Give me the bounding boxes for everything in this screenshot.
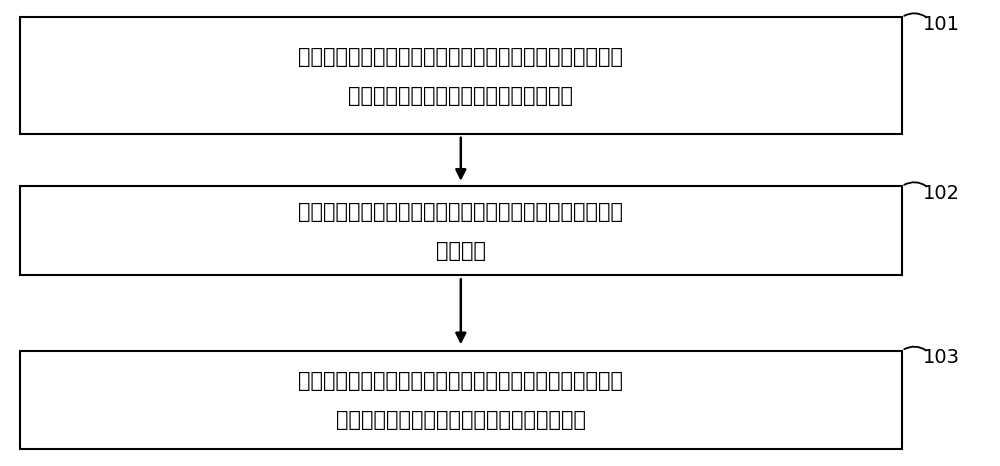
FancyBboxPatch shape	[20, 186, 902, 275]
Text: 102: 102	[923, 184, 960, 203]
Text: 响应于座位图界面上的座位选择操作，确定被选择的至少一: 响应于座位图界面上的座位选择操作，确定被选择的至少一	[298, 47, 623, 67]
Text: 个座位；其中，至少一个座位形成临时块: 个座位；其中，至少一个座位形成临时块	[348, 86, 573, 106]
Text: 响应于座位排布变形指令，获取座位排布变形操作的类型和: 响应于座位排布变形指令，获取座位排布变形操作的类型和	[298, 202, 623, 222]
FancyBboxPatch shape	[20, 17, 902, 134]
Text: 变形参数: 变形参数	[436, 241, 486, 261]
Text: 结合至少一个座位在临时块中的位置关系和变形参数，对至: 结合至少一个座位在临时块中的位置关系和变形参数，对至	[298, 371, 623, 391]
FancyBboxPatch shape	[20, 350, 902, 449]
Text: 103: 103	[923, 348, 960, 367]
Text: 少一个座位间的排布进行所述类型的变形操作: 少一个座位间的排布进行所述类型的变形操作	[336, 410, 586, 430]
Text: 101: 101	[923, 15, 960, 34]
